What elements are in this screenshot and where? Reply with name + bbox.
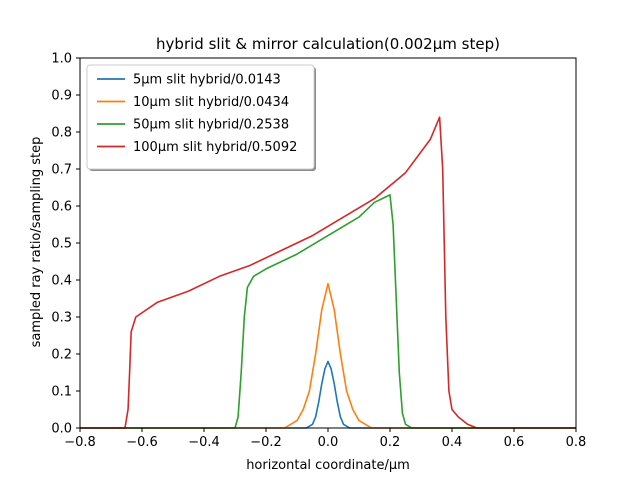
- y-tick-label: 0.5: [51, 237, 72, 252]
- series-line-2: [80, 194, 576, 429]
- y-axis-ticks: 0.0 0.1 0.2 0.3 0.4 0.5 0.6 0.7 0.8 0.9 1.0: [51, 52, 80, 437]
- plot-lines: [80, 116, 576, 429]
- y-tick-label: 0.7: [51, 163, 72, 178]
- x-tick-label: 0.6: [504, 435, 525, 450]
- series-line-3: [80, 116, 576, 429]
- y-tick-label: 0.4: [51, 274, 72, 289]
- series-line-1: [80, 282, 576, 429]
- legend: 5μm slit hybrid/0.0143 10μm slit hybrid/0…: [86, 64, 316, 171]
- legend-box: [86, 64, 315, 170]
- x-tick-label: −0.2: [250, 435, 282, 450]
- y-tick-label: 0.1: [51, 385, 72, 400]
- y-tick-label: 0.0: [51, 422, 72, 437]
- x-tick-label: −0.6: [126, 435, 158, 450]
- legend-label-1: 10μm slit hybrid/0.0434: [133, 95, 289, 110]
- y-tick-label: 0.9: [51, 89, 72, 104]
- y-tick-label: 0.8: [51, 126, 72, 141]
- legend-label-2: 50μm slit hybrid/0.2538: [133, 118, 289, 133]
- legend-label-3: 100μm slit hybrid/0.5092: [133, 140, 297, 155]
- series-line-0: [80, 360, 576, 429]
- x-tick-label: 0.0: [318, 435, 339, 450]
- y-tick-label: 0.6: [51, 200, 72, 215]
- x-tick-label: 0.4: [442, 435, 463, 450]
- y-tick-label: 0.3: [51, 311, 72, 326]
- legend-label-0: 5μm slit hybrid/0.0143: [133, 73, 281, 88]
- x-axis-title: horizontal coordinate/μm: [246, 458, 410, 473]
- y-axis-title: sampled ray ratio/sampling step: [29, 137, 44, 348]
- x-tick-label: 0.2: [380, 435, 401, 450]
- chart-title: hybrid slit & mirror calculation(0.002μm…: [156, 35, 500, 53]
- y-tick-label: 1.0: [51, 52, 72, 67]
- x-tick-label: −0.4: [188, 435, 220, 450]
- x-axis-ticks: −0.8 −0.6 −0.4 −0.2 0.0 0.2 0.4 0.6 0.8: [64, 428, 586, 450]
- x-tick-label: −0.8: [64, 435, 96, 450]
- x-tick-label: 0.8: [566, 435, 587, 450]
- y-tick-label: 0.2: [51, 348, 72, 363]
